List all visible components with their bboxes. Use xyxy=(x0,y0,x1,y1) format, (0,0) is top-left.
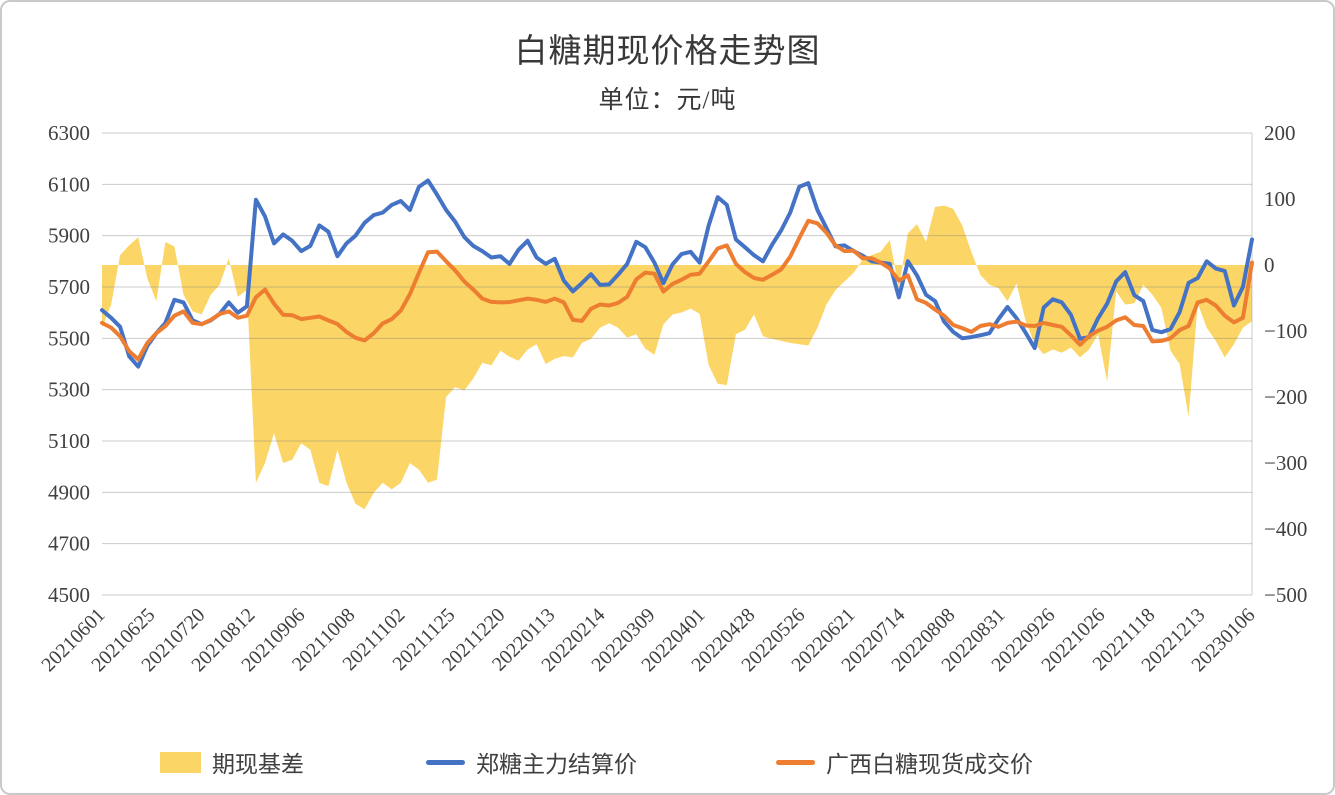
right-axis-tick-label: −200 xyxy=(1264,385,1307,409)
basis-area-swatch-icon xyxy=(160,751,201,773)
legend-item-basis: 期现基差 xyxy=(160,746,304,778)
spot-line-series xyxy=(100,218,1254,362)
legend-label-basis: 期现基差 xyxy=(212,751,304,777)
chart-title: 白糖期现价格走势图 xyxy=(514,34,821,70)
left-axis-tick-label: 5500 xyxy=(48,326,90,350)
right-axis-tick-label: −400 xyxy=(1264,517,1307,541)
right-axis-tick-label: −100 xyxy=(1264,319,1307,343)
left-axis-tick-label: 5100 xyxy=(48,429,90,453)
basis-area-series xyxy=(102,205,1252,510)
right-axis-tick-label: 100 xyxy=(1264,187,1296,211)
right-axis-tick-label: −500 xyxy=(1264,583,1307,607)
left-axis-tick-label: 4700 xyxy=(48,532,90,556)
left-axis-tick-label: 5900 xyxy=(48,224,90,248)
right-axis-tick-label: 200 xyxy=(1264,121,1296,145)
left-axis-tick-label: 6300 xyxy=(48,121,90,145)
spot-line-swatch-icon xyxy=(776,759,815,765)
legend-label-spot: 广西白糖现货成交价 xyxy=(826,751,1033,777)
right-axis-tick-label: −300 xyxy=(1264,451,1307,475)
left-axis-tick-label: 6100 xyxy=(48,172,90,196)
left-axis-tick-label: 5700 xyxy=(48,275,90,299)
legend-item-spot: 广西白糖现货成交价 xyxy=(776,746,1033,778)
legend-label-futures: 郑糖主力结算价 xyxy=(476,751,637,777)
left-axis-tick-label: 4900 xyxy=(48,480,90,504)
legend-item-futures: 郑糖主力结算价 xyxy=(426,746,637,778)
chart-subtitle: 单位：元/吨 xyxy=(598,87,737,114)
left-axis-tick-label: 5300 xyxy=(48,378,90,402)
futures-line-swatch-icon xyxy=(426,759,465,765)
left-axis-tick-label: 4500 xyxy=(48,583,90,607)
right-axis-tick-label: 0 xyxy=(1264,253,1275,277)
futures-line-series xyxy=(100,178,1254,369)
